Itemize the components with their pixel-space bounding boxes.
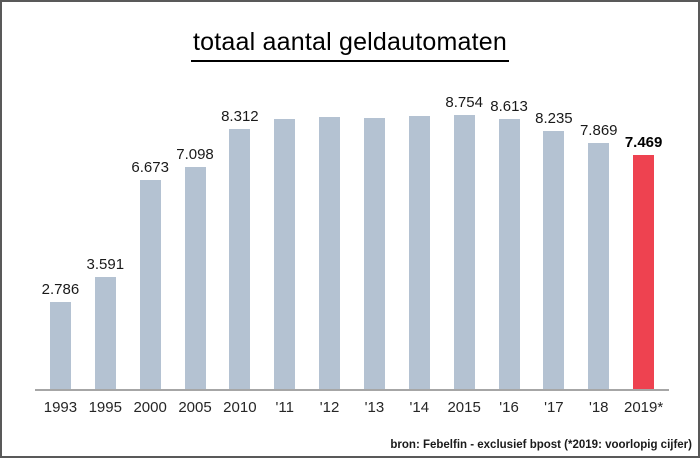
- bar-column-2000: 6.673: [128, 159, 173, 390]
- bar: [363, 118, 385, 390]
- value-label: 2.786: [41, 281, 80, 298]
- value-label: 8.235: [535, 110, 573, 127]
- bar-column-12: [307, 113, 352, 390]
- value-label: 8.754: [445, 94, 483, 111]
- bar: [49, 302, 71, 390]
- value-label: 3.591: [86, 256, 125, 273]
- x-axis-label: '13: [364, 399, 385, 416]
- x-axis-label: '17: [544, 399, 564, 416]
- x-axis-line: [35, 389, 669, 391]
- value-label: 7.469: [624, 134, 663, 151]
- value-label: 8.312: [221, 108, 259, 125]
- x-axis-label: 2005: [178, 399, 212, 416]
- bar-column-13: [352, 114, 397, 390]
- bar: [408, 116, 430, 390]
- bar-column-11: [262, 115, 307, 390]
- chart-title: totaal aantal geldautomaten: [191, 28, 509, 62]
- bar-column-1995: 3.591: [83, 256, 128, 390]
- x-axis-labels: 1993 1995 2000 2005 2010 '11 '12 '13 '14 2015 '16 '…: [38, 399, 666, 416]
- x-axis-label: '16: [499, 399, 519, 416]
- value-label: 8.613: [490, 98, 528, 115]
- bar-column-1993: 2.786: [38, 281, 83, 390]
- bar-column-14: [397, 112, 442, 390]
- bar-chart-plot-area: 2.786 3.591 6.673 7.098 8.312 8.754 8.613 8.235…: [35, 94, 669, 391]
- bar: [588, 143, 610, 390]
- bar: [319, 117, 341, 390]
- x-axis-label: 1993: [43, 399, 78, 416]
- x-axis-label: '11: [275, 399, 294, 416]
- x-axis-label: '14: [409, 399, 430, 416]
- x-axis-label: '12: [319, 399, 340, 416]
- bar: [184, 167, 206, 390]
- bar-column-18: 7.869: [576, 122, 621, 390]
- bar: [543, 131, 565, 390]
- bar-highlighted-2019: [633, 155, 655, 390]
- bar: [94, 277, 116, 390]
- bar-column-2019: 7.469: [621, 134, 666, 390]
- source-note: bron: Febelfin - exclusief bpost (*2019:…: [390, 439, 692, 451]
- x-axis-label: 2019*: [623, 399, 664, 416]
- bar-column-2010: 8.312: [217, 108, 262, 390]
- bar-columns: 2.786 3.591 6.673 7.098 8.312 8.754 8.613 8.235…: [38, 94, 666, 390]
- title-container: totaal aantal geldautomaten: [2, 28, 698, 62]
- x-axis-label: 1995: [88, 399, 122, 416]
- x-axis-label: '18: [588, 399, 609, 416]
- bar: [498, 119, 520, 390]
- bar: [139, 180, 161, 390]
- bar-column-16: 8.613: [487, 98, 532, 390]
- x-axis-label: 2000: [133, 399, 167, 416]
- value-label: 6.673: [131, 159, 169, 176]
- value-label: 7.098: [176, 146, 214, 163]
- bar-column-2005: 7.098: [173, 146, 218, 390]
- bar: [229, 129, 251, 390]
- x-axis-label: 2010: [223, 399, 257, 416]
- bar-column-2015: 8.754: [442, 94, 487, 390]
- value-label: 7.869: [579, 122, 618, 139]
- bar: [274, 119, 296, 390]
- bar-column-17: 8.235: [531, 110, 576, 390]
- x-axis-label: 2015: [447, 399, 481, 416]
- bar: [453, 115, 475, 390]
